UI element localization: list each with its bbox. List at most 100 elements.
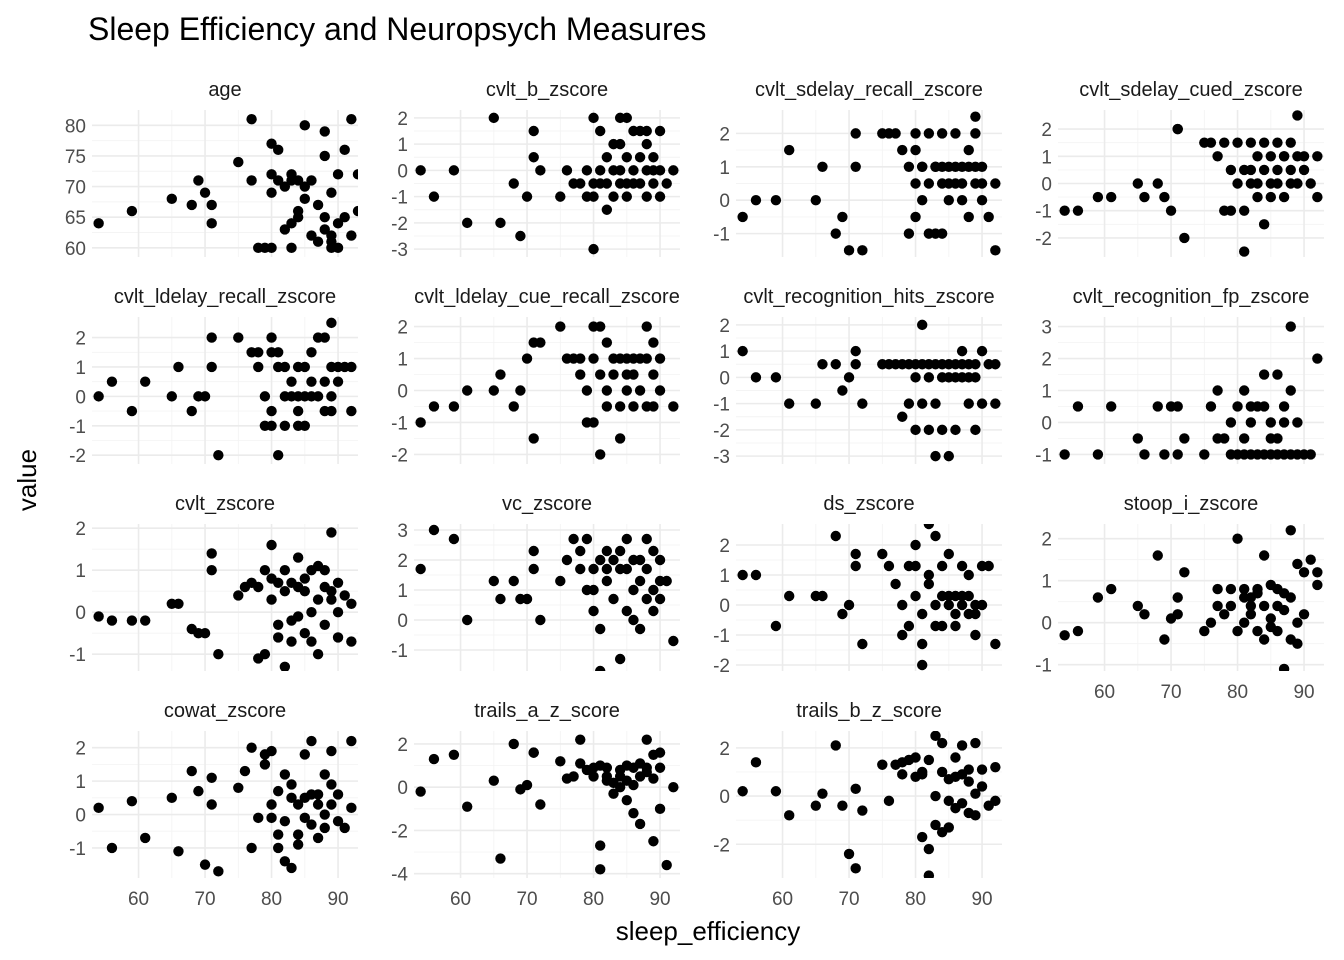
data-point xyxy=(943,450,954,462)
data-point xyxy=(292,829,304,840)
data-point xyxy=(641,191,652,202)
data-point xyxy=(628,165,639,176)
data-point xyxy=(1232,401,1243,412)
data-point xyxy=(917,659,928,671)
x-tick-label: 90 xyxy=(1293,682,1314,703)
data-point xyxy=(1212,600,1223,612)
data-point xyxy=(956,178,968,189)
y-tick-label: -1 xyxy=(69,645,86,666)
y-tick-label: 1 xyxy=(75,358,86,379)
data-point xyxy=(850,783,861,795)
data-point xyxy=(279,769,291,780)
data-point xyxy=(897,629,908,641)
data-point xyxy=(936,766,948,778)
data-point xyxy=(346,361,357,373)
x-axis-title: sleep_efficiency xyxy=(616,916,801,946)
data-point xyxy=(1239,433,1250,444)
data-point xyxy=(568,533,579,545)
data-point xyxy=(528,433,539,444)
data-point xyxy=(273,577,284,588)
data-point xyxy=(1139,449,1150,460)
data-point xyxy=(970,737,981,749)
data-point xyxy=(93,218,104,229)
data-point xyxy=(614,653,626,665)
data-point xyxy=(1132,433,1144,444)
data-point xyxy=(601,385,613,396)
data-point xyxy=(312,789,324,800)
points-cvlt_ldelay_recall_zscore xyxy=(93,317,357,461)
data-point xyxy=(319,332,330,343)
data-point xyxy=(292,839,304,850)
data-point xyxy=(843,372,855,383)
data-point xyxy=(850,128,861,139)
y-tick-label: -1 xyxy=(391,641,408,662)
data-point xyxy=(299,181,310,192)
data-point xyxy=(614,433,626,444)
data-point xyxy=(1179,232,1190,244)
data-point xyxy=(1278,604,1290,616)
y-tick-label: 2 xyxy=(1041,350,1052,371)
data-point xyxy=(668,401,679,412)
data-point xyxy=(843,848,855,860)
points-ds_zscore xyxy=(737,524,1001,671)
data-point xyxy=(910,752,921,763)
data-point xyxy=(286,218,297,229)
data-point xyxy=(326,405,337,417)
data-point xyxy=(279,361,291,373)
data-point xyxy=(976,781,988,792)
data-point xyxy=(1312,567,1323,578)
data-point xyxy=(326,779,337,790)
data-point xyxy=(634,818,646,830)
data-point xyxy=(1212,385,1223,396)
data-point xyxy=(830,530,841,542)
data-point xyxy=(641,321,652,332)
data-point xyxy=(737,345,748,357)
data-point xyxy=(634,554,646,566)
data-point xyxy=(1245,600,1257,612)
data-point xyxy=(555,756,566,767)
data-point xyxy=(1245,164,1257,176)
data-point xyxy=(936,228,948,239)
data-point xyxy=(897,769,908,780)
data-point xyxy=(923,569,935,581)
data-point xyxy=(140,376,151,387)
y-tick-label: 0 xyxy=(719,191,730,212)
x-tick-label: 70 xyxy=(838,889,859,910)
data-point xyxy=(936,620,948,632)
data-point xyxy=(910,211,921,223)
data-point xyxy=(1212,583,1223,595)
panel-cvlt_sdelay_recall_zscore: -1 0 1 2 cvlt_sdelay_recall_zscore xyxy=(713,79,1002,257)
data-point xyxy=(286,792,297,804)
data-point xyxy=(990,245,1001,256)
data-point xyxy=(206,218,217,229)
data-point xyxy=(850,548,861,560)
data-point xyxy=(621,563,632,575)
data-point xyxy=(273,785,284,797)
y-tick-label: -2 xyxy=(69,446,86,467)
data-point xyxy=(306,175,317,186)
data-point xyxy=(319,211,330,223)
data-point xyxy=(608,369,619,380)
data-point xyxy=(199,859,211,870)
data-point xyxy=(1172,592,1183,603)
data-point xyxy=(319,619,330,630)
data-point xyxy=(1225,205,1237,216)
data-point xyxy=(1265,613,1277,624)
data-point xyxy=(970,629,981,641)
data-point xyxy=(943,795,954,807)
data-point xyxy=(923,178,935,189)
data-point xyxy=(273,619,284,630)
data-point xyxy=(1172,609,1183,620)
data-point xyxy=(661,859,672,871)
data-point xyxy=(890,578,901,590)
data-point xyxy=(575,758,586,769)
data-point xyxy=(903,161,915,172)
data-point xyxy=(930,398,941,409)
data-point xyxy=(266,187,277,198)
data-point xyxy=(173,361,184,373)
data-point xyxy=(983,560,994,572)
data-point xyxy=(508,401,519,412)
data-point xyxy=(259,565,271,576)
data-point xyxy=(1239,583,1250,595)
